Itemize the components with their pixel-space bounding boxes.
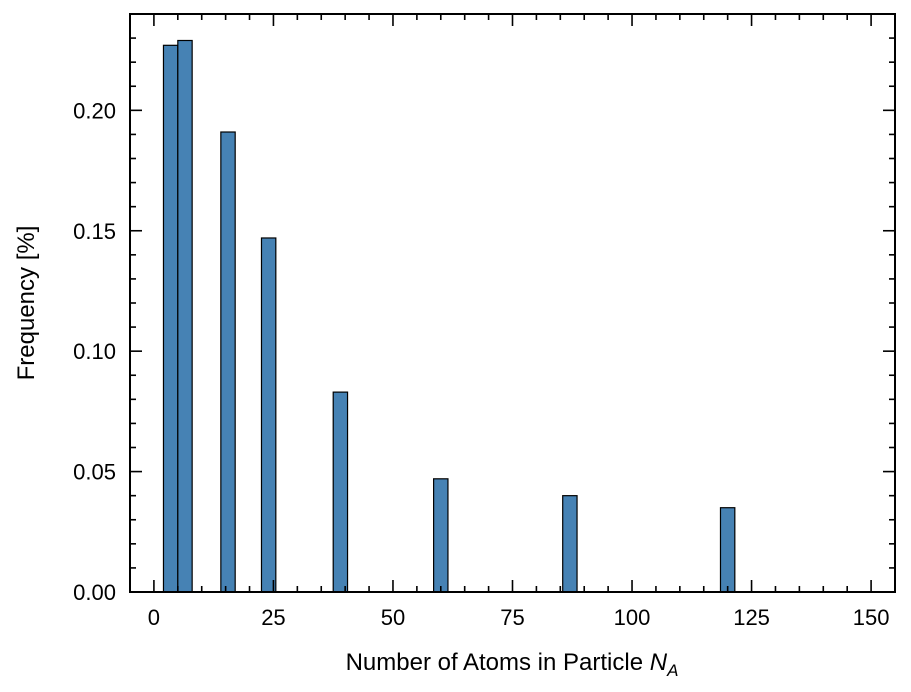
x-tick-label: 25 [261,605,285,630]
x-tick-label: 50 [381,605,405,630]
ticks-group [129,13,896,593]
y-tick-label: 0.05 [73,460,116,485]
bar-7 [719,507,736,593]
plot-frame [129,13,896,593]
x-tick-label: 0 [148,605,160,630]
bar-1 [177,39,193,593]
bar-3 [260,237,277,593]
x-axis-title: Number of Atoms in Particle NA [346,649,679,680]
x-tick-label: 150 [853,605,890,630]
y-axis-title: Frequency [%] [13,226,40,381]
bars-group [162,39,736,593]
x-tick-label: 100 [614,605,651,630]
y-tick-label: 0.15 [73,219,116,244]
tick-labels-group: 0 25 50 75 100 125 150 0.00 0.05 0.10 0.15 0.20 [73,98,889,630]
y-tick-label: 0.10 [73,339,116,364]
bar-2 [220,131,236,593]
bar-0 [162,44,179,593]
x-tick-label: 125 [733,605,770,630]
x-tick-label: 75 [500,605,524,630]
bar-4 [332,391,349,593]
y-tick-label: 0.00 [73,580,116,605]
y-tick-label: 0.20 [73,98,116,123]
bar-5 [433,478,449,593]
bar-6 [562,495,578,593]
